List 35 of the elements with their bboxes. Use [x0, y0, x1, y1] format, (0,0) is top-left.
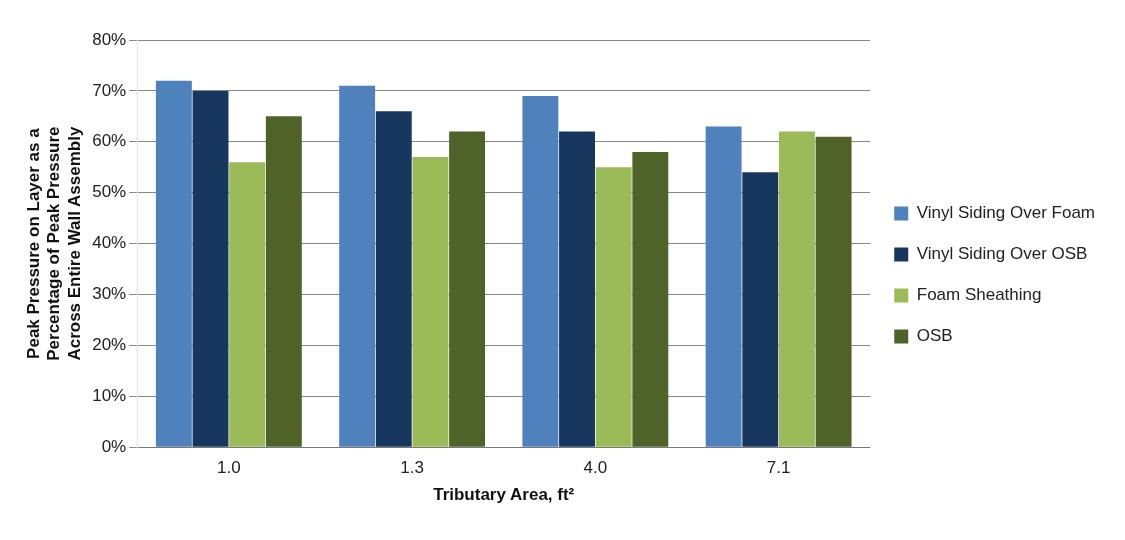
bar	[705, 126, 742, 447]
y-tick-label: 10%	[92, 385, 127, 405]
y-tick-label: 50%	[92, 182, 127, 202]
bar	[595, 167, 632, 447]
bar	[778, 131, 815, 447]
legend-label: OSB	[916, 326, 953, 346]
bar	[375, 111, 412, 447]
x-tick-label: 7.1	[766, 458, 791, 478]
bar	[632, 151, 669, 447]
x-tick-label: 1.3	[400, 458, 424, 478]
bar	[815, 136, 852, 447]
bar	[229, 162, 266, 447]
y-tick-label: 40%	[92, 233, 127, 253]
y-tick-label: 20%	[92, 335, 127, 355]
bar	[559, 131, 595, 447]
y-axis-title: Peak Pressure on Layer as a Percentage of Peak Pressure Across Entire Wall Assembly	[23, 126, 84, 361]
y-tick-label: 80%	[92, 29, 127, 49]
bar	[449, 131, 486, 447]
bar	[412, 157, 449, 447]
x-tick-label: 1.0	[217, 458, 241, 478]
legend-label: Vinyl Siding Over Foam	[916, 203, 1096, 223]
legend-label: Vinyl Siding Over OSB	[916, 244, 1088, 264]
bar	[742, 172, 779, 447]
legend-label: Foam Sheathing	[916, 285, 1042, 305]
bar	[522, 95, 559, 447]
x-axis-title: Tributary Area, ft²	[433, 485, 575, 505]
bar	[192, 90, 229, 447]
bar	[155, 80, 192, 447]
bar	[265, 116, 302, 447]
y-tick-label: 60%	[92, 131, 127, 151]
y-tick-label: 0%	[101, 436, 127, 456]
y-tick-label: 30%	[92, 284, 127, 304]
bar	[339, 85, 376, 447]
y-tick-label: 70%	[92, 80, 127, 100]
x-tick-label: 4.0	[583, 458, 608, 478]
